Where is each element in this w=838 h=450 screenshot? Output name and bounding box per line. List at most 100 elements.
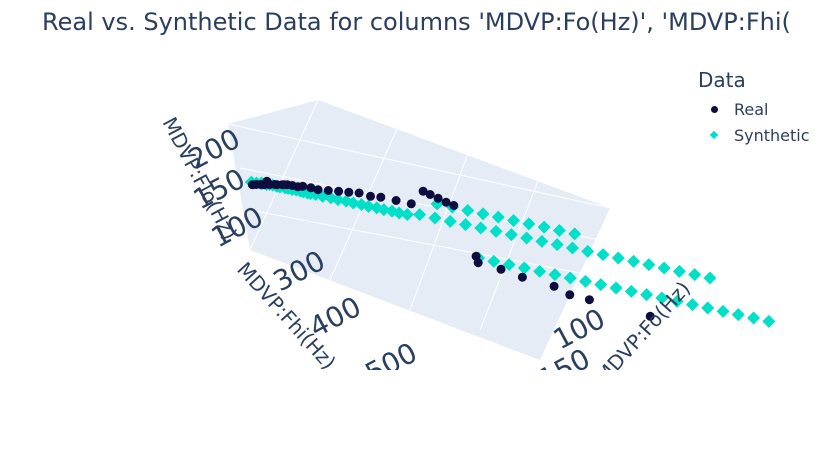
real-point [313, 185, 323, 195]
synthetic-point [489, 224, 503, 238]
synthetic-point [731, 308, 745, 322]
synthetic-point [762, 314, 776, 328]
gridline [249, 99, 319, 251]
synthetic-point [611, 251, 625, 265]
real-point [441, 197, 451, 207]
real-point [584, 295, 594, 305]
real-point [323, 186, 333, 195]
real-point [391, 196, 401, 205]
synthetic-point [672, 264, 686, 278]
synthetic-point [624, 284, 638, 298]
synthetic-point [670, 294, 684, 308]
data-points [244, 175, 776, 328]
synthetic-point [535, 234, 549, 248]
synthetic-point [627, 254, 641, 268]
synthetic-point [688, 268, 702, 282]
synthetic-point [507, 214, 521, 227]
synthetic-point [563, 271, 577, 285]
real-point [549, 281, 559, 291]
real-point [565, 290, 575, 300]
real-point [406, 199, 416, 209]
synthetic-point [640, 288, 654, 302]
real-point [279, 180, 289, 190]
real-point [433, 193, 443, 203]
synthetic-point [370, 201, 384, 215]
real-point [496, 264, 506, 274]
real-point [517, 272, 527, 282]
synthetic-point [655, 291, 669, 305]
real-point [425, 190, 435, 199]
legend-item-real[interactable]: Real [698, 96, 810, 122]
synthetic-point [474, 221, 488, 235]
real-point [344, 187, 354, 197]
synthetic-point [400, 208, 414, 221]
synthetic-point [339, 194, 353, 208]
synthetic-point [579, 274, 592, 288]
real-point [293, 182, 303, 192]
synthetic-point [642, 258, 656, 272]
real-point [473, 258, 483, 268]
real-point [354, 188, 364, 198]
synthetic-point [565, 241, 579, 255]
synthetic-point [413, 208, 427, 222]
gridline [479, 175, 541, 331]
legend: Data Real Synthetic [698, 68, 810, 148]
synthetic-point [701, 301, 715, 315]
scene-pane [228, 100, 610, 360]
diamond-marker-icon [704, 130, 724, 140]
synthetic-point [459, 218, 472, 232]
synthetic-point [385, 204, 399, 218]
synthetic-point [568, 227, 582, 241]
synthetic-point [596, 248, 610, 262]
gridline [409, 147, 471, 311]
synthetic-point [487, 254, 501, 268]
legend-label-real: Real [734, 99, 769, 119]
synthetic-point [476, 207, 490, 221]
synthetic-point [502, 258, 516, 272]
legend-label-synthetic: Synthetic [734, 125, 810, 145]
synthetic-point [685, 298, 699, 312]
synthetic-point [354, 198, 368, 211]
real-point [645, 311, 655, 321]
synthetic-point [716, 304, 730, 318]
synthetic-point [520, 231, 534, 245]
synthetic-point [533, 264, 547, 278]
synthetic-point [443, 214, 457, 228]
synthetic-point [552, 224, 566, 237]
real-point [306, 183, 316, 193]
real-point [251, 180, 261, 189]
synthetic-point [428, 211, 442, 225]
gridline [329, 121, 401, 281]
synthetic-point [703, 271, 717, 285]
synthetic-point [550, 238, 564, 252]
real-point [418, 186, 428, 196]
real-point [449, 201, 459, 210]
synthetic-point [522, 217, 536, 231]
synthetic-point [491, 210, 505, 224]
real-point [366, 191, 375, 201]
synthetic-point [461, 204, 475, 217]
legend-item-synthetic[interactable]: Synthetic [698, 122, 810, 148]
circle-marker-icon [704, 105, 724, 113]
real-point [259, 180, 269, 190]
gridlines [227, 99, 611, 331]
scene-background [228, 100, 610, 360]
legend-title: Data [698, 68, 746, 92]
gridline [227, 123, 611, 209]
synthetic-point [581, 244, 595, 258]
synthetic-point [517, 261, 531, 275]
gridline [249, 209, 591, 276]
chart-title: Real vs. Synthetic Data for columns 'MDV… [42, 8, 791, 36]
synthetic-point [609, 281, 623, 295]
synthetic-point [657, 261, 671, 275]
synthetic-point [747, 311, 761, 325]
real-point [334, 186, 344, 196]
synthetic-point [504, 228, 518, 242]
synthetic-point [594, 278, 608, 292]
synthetic-point [537, 220, 551, 234]
real-point [376, 192, 386, 202]
real-point [270, 180, 280, 189]
synthetic-point [548, 268, 562, 282]
y-tick-label: 500 [360, 336, 423, 390]
